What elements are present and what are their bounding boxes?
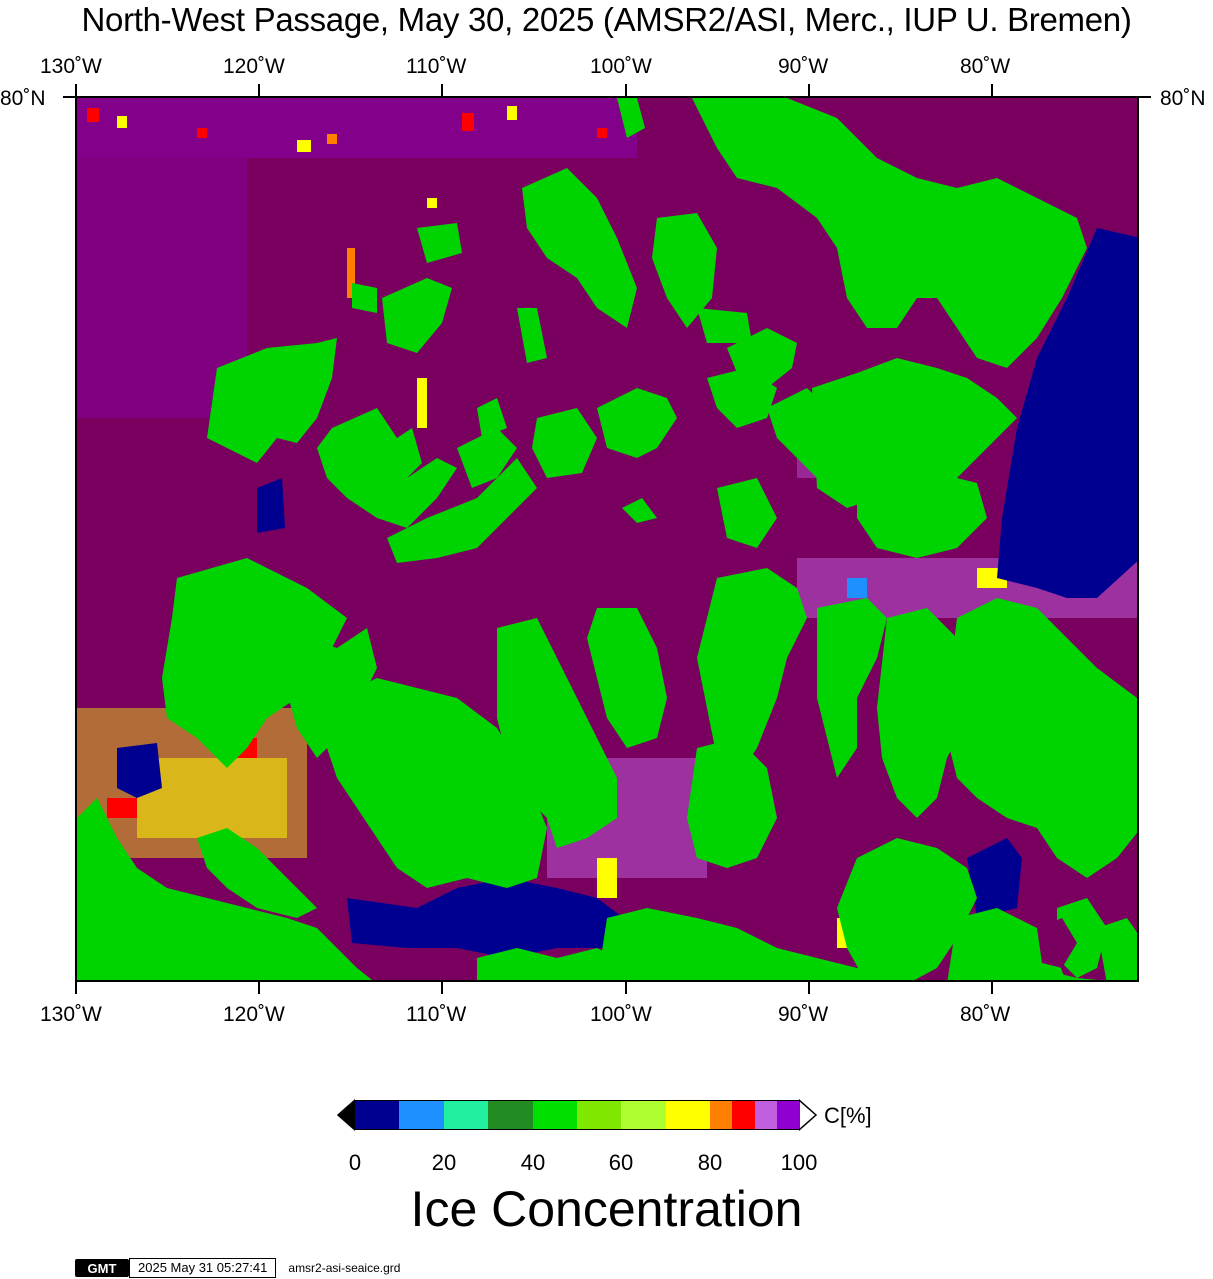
lat-label-left: 80˚N: [0, 87, 46, 110]
map-canvas: [77, 98, 1137, 980]
colorbar-unit: C[%]: [824, 1103, 872, 1128]
gmt-logo: GMT: [75, 1259, 129, 1277]
colorbar-bin: [732, 1100, 755, 1130]
gmt-footer: GMT 2025 May 31 05:27:41 amsr2-asi-seaic…: [75, 1258, 400, 1278]
colorbar-bin: [576, 1100, 622, 1130]
lon-label-bottom: 110˚W: [406, 1003, 467, 1026]
colorbar-over-arrow: [799, 1099, 817, 1131]
lon-label-top: 90˚W: [778, 55, 829, 78]
colorbar-tick-label: 80: [697, 1150, 723, 1175]
filename: amsr2-asi-seaice.grd: [288, 1261, 401, 1275]
lon-label-top: 80˚W: [960, 55, 1011, 78]
timestamp: 2025 May 31 05:27:41: [129, 1258, 277, 1278]
lat-label-right: 80˚N: [1160, 87, 1206, 110]
lon-label-bottom: 100˚W: [590, 1003, 652, 1026]
colorbar-tick-label: 40: [520, 1150, 546, 1175]
colorbar-tick-label: 100: [780, 1150, 818, 1175]
colorbar-bin: [443, 1100, 489, 1130]
lon-label-bottom: 80˚W: [960, 1003, 1011, 1026]
map-title: North-West Passage, May 30, 2025 (AMSR2/…: [81, 1, 1132, 38]
lon-label-top: 110˚W: [406, 55, 467, 78]
colorbar-tick-label: 20: [431, 1150, 457, 1175]
lon-label-bottom: 120˚W: [223, 1003, 285, 1026]
colorbar-tick-label: 60: [608, 1150, 634, 1175]
colorbar-bin: [665, 1100, 711, 1130]
lon-label-bottom: 90˚W: [778, 1003, 829, 1026]
colorbar-title: Ice Concentration: [410, 1181, 803, 1237]
lon-label-bottom: 130˚W: [40, 1003, 102, 1026]
colorbar-bin: [754, 1100, 777, 1130]
ice-concentration-map: [75, 96, 1139, 982]
lon-label-top: 130˚W: [40, 55, 102, 78]
colorbar-tick-label: 0: [348, 1150, 362, 1175]
colorbar-bin: [532, 1100, 577, 1130]
colorbar-bin: [710, 1100, 733, 1130]
colorbar-bin: [399, 1100, 444, 1130]
lon-label-top: 100˚W: [590, 55, 652, 78]
colorbar-bin: [488, 1100, 533, 1130]
lon-label-top: 120˚W: [223, 55, 285, 78]
colorbar-under-arrow: [337, 1099, 355, 1131]
colorbar-bin: [621, 1100, 666, 1130]
colorbar: [355, 1100, 799, 1130]
colorbar-bin: [355, 1100, 400, 1130]
colorbar-bin: [776, 1100, 799, 1130]
